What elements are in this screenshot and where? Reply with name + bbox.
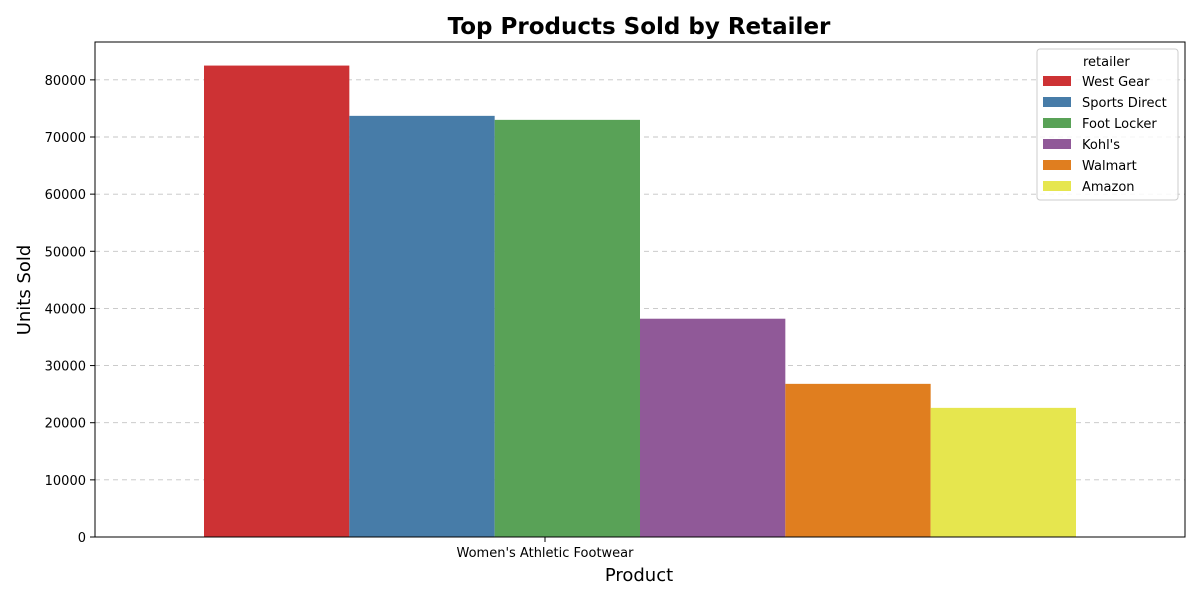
legend-label: Foot Locker — [1082, 117, 1157, 132]
y-tick-label: 30000 — [45, 360, 86, 375]
legend-label: Walmart — [1082, 159, 1137, 174]
y-axis-label: Units Sold — [14, 245, 35, 336]
y-tick-label: 50000 — [45, 245, 86, 260]
legend-swatch — [1043, 160, 1071, 170]
bars — [204, 65, 1076, 538]
legend-label: Sports Direct — [1082, 96, 1167, 111]
x-tick-label: Women's Athletic Footwear — [457, 546, 635, 561]
legend-swatch — [1043, 181, 1071, 191]
y-tick-label: 40000 — [45, 302, 86, 317]
plot-frame — [94, 41, 1186, 538]
legend-label: Amazon — [1082, 180, 1135, 195]
y-tick-label: 60000 — [45, 188, 86, 203]
bar-foot-locker — [494, 119, 640, 537]
chart-title: Top Products Sold by Retailer — [448, 14, 831, 40]
y-tick-label: 0 — [78, 531, 86, 546]
x-axis-ticks: Women's Athletic Footwear — [457, 537, 635, 561]
legend-swatch — [1043, 139, 1071, 149]
y-tick-label: 80000 — [45, 74, 86, 89]
y-tick-label: 70000 — [45, 131, 86, 146]
legend-title: retailer — [1083, 55, 1130, 70]
legend-items: West Gear Sports Direct Foot Locker Kohl's W… — [1043, 75, 1167, 195]
y-axis-ticks: 0 10000 20000 30000 40000 50000 60000 70000 8000… — [45, 74, 95, 546]
legend-label: West Gear — [1082, 75, 1150, 90]
y-tick-label: 20000 — [45, 417, 86, 432]
bar-kohl-s — [640, 318, 786, 537]
legend: retailer West Gear Sports Direct Foot Lock… — [1036, 48, 1179, 201]
legend-swatch — [1043, 97, 1071, 107]
legend-box — [1036, 48, 1179, 201]
y-tick-label: 10000 — [45, 474, 86, 489]
legend-swatch — [1043, 76, 1071, 86]
axes — [94, 41, 1186, 538]
bar-sports-direct — [349, 115, 495, 537]
legend-swatch — [1043, 118, 1071, 128]
bar-walmart — [785, 383, 931, 537]
bar-west-gear — [204, 65, 350, 538]
bar-amazon — [930, 407, 1076, 537]
legend-label: Kohl's — [1082, 138, 1120, 153]
x-axis-label: Product — [605, 565, 673, 586]
